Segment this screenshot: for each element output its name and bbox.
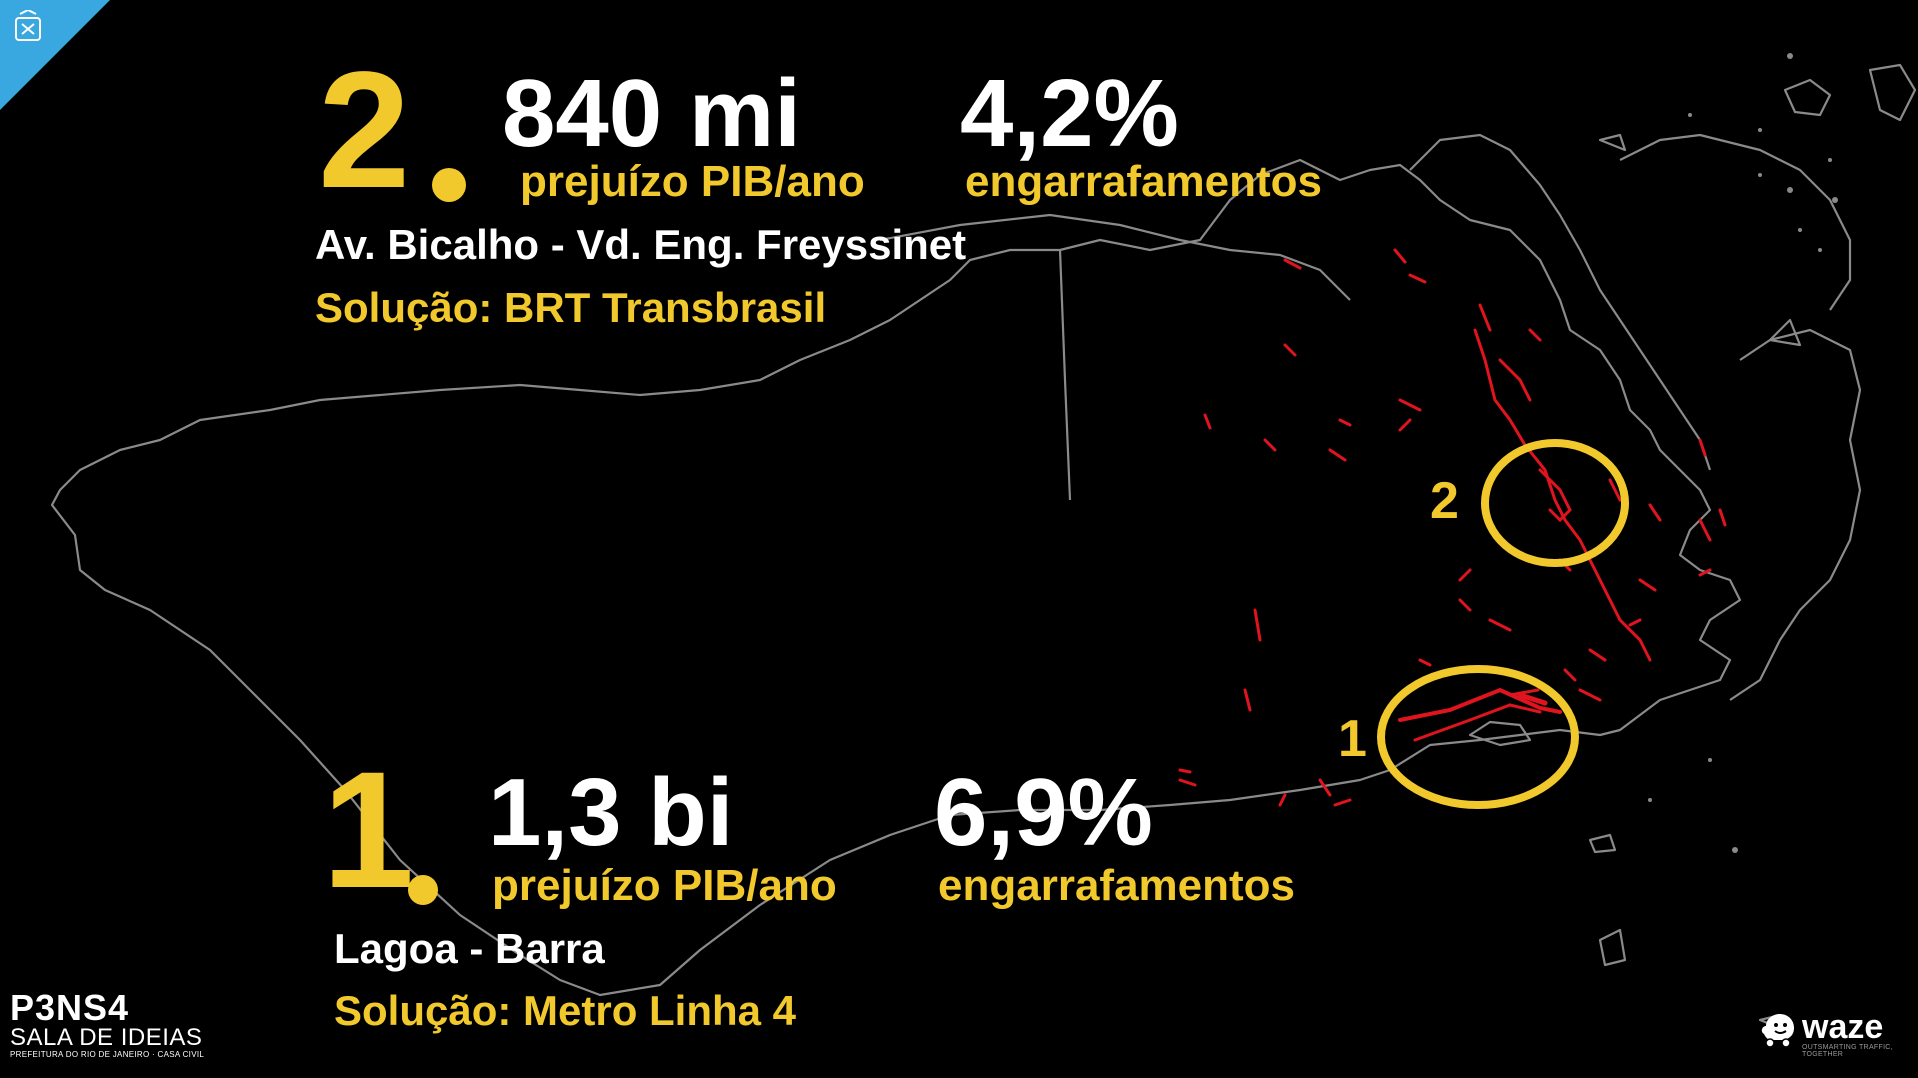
island-a [1783,78,1832,117]
item2-solution: Solução: BRT Transbrasil [315,284,827,331]
island-g [1598,133,1627,152]
marker-circle-2 [1481,439,1629,567]
item1-solution: Solução: Metro Linha 4 [334,987,797,1034]
bay-coast [1409,133,1712,471]
item1-jam-label: engarrafamentos [938,861,1296,910]
item2-jam-label: engarrafamentos [965,157,1323,206]
item2-loss-label: prejuízo PIB/ano [520,157,865,206]
island-c [1768,318,1802,347]
district-line-2 [1058,249,1072,501]
island-d [1588,833,1617,854]
north-coast [1619,133,1852,311]
district-line [879,213,1351,301]
map-marker-label-1: 1 [1338,710,1367,768]
city-outline [50,158,1742,997]
logo-title: P3NS4 [10,987,130,1028]
island-b [1868,63,1917,122]
map-marker-label-2: 2 [1430,472,1459,530]
item1-loss-label: prejuízo PIB/ano [492,861,837,910]
niteroi-coast [1729,328,1862,701]
item1-location: Lagoa - Barra [334,925,605,972]
rank-2-dot [432,168,466,202]
lagoa [1468,720,1532,747]
waze-icon [1761,1014,1794,1048]
item2-jam-value: 4,2% [960,60,1179,167]
item2-location: Av. Bicalho - Vd. Eng. Freyssinet [315,221,967,268]
island-e [1598,928,1627,967]
city-crest-icon [15,10,41,41]
logo-footer: PREFEITURA DO RIO DE JANEIRO · CASA CIVI… [10,1050,205,1059]
item2-loss-value: 840 mi [502,60,801,167]
marker-circle-1 [1377,665,1579,809]
p3ns4-logo: P3NS4 SALA DE IDEIAS PREFEITURA DO RIO D… [10,990,204,1060]
item1-jam-value: 6,9% [934,759,1153,866]
item1-loss-value: 1,3 bi [488,759,734,866]
logo-subtitle: SALA DE IDEIAS [10,1024,203,1051]
partner-tagline: OUTSMARTING TRAFFIC, TOGETHER [1802,1044,1893,1058]
rank-1-number: 1 [322,738,415,923]
partner-name: waze [1802,1008,1884,1046]
rank-1-dot [408,875,438,905]
waze-logo: waze OUTSMARTING TRAFFIC, TOGETHER [1758,1010,1918,1058]
rank-2-number: 2 [318,38,411,223]
